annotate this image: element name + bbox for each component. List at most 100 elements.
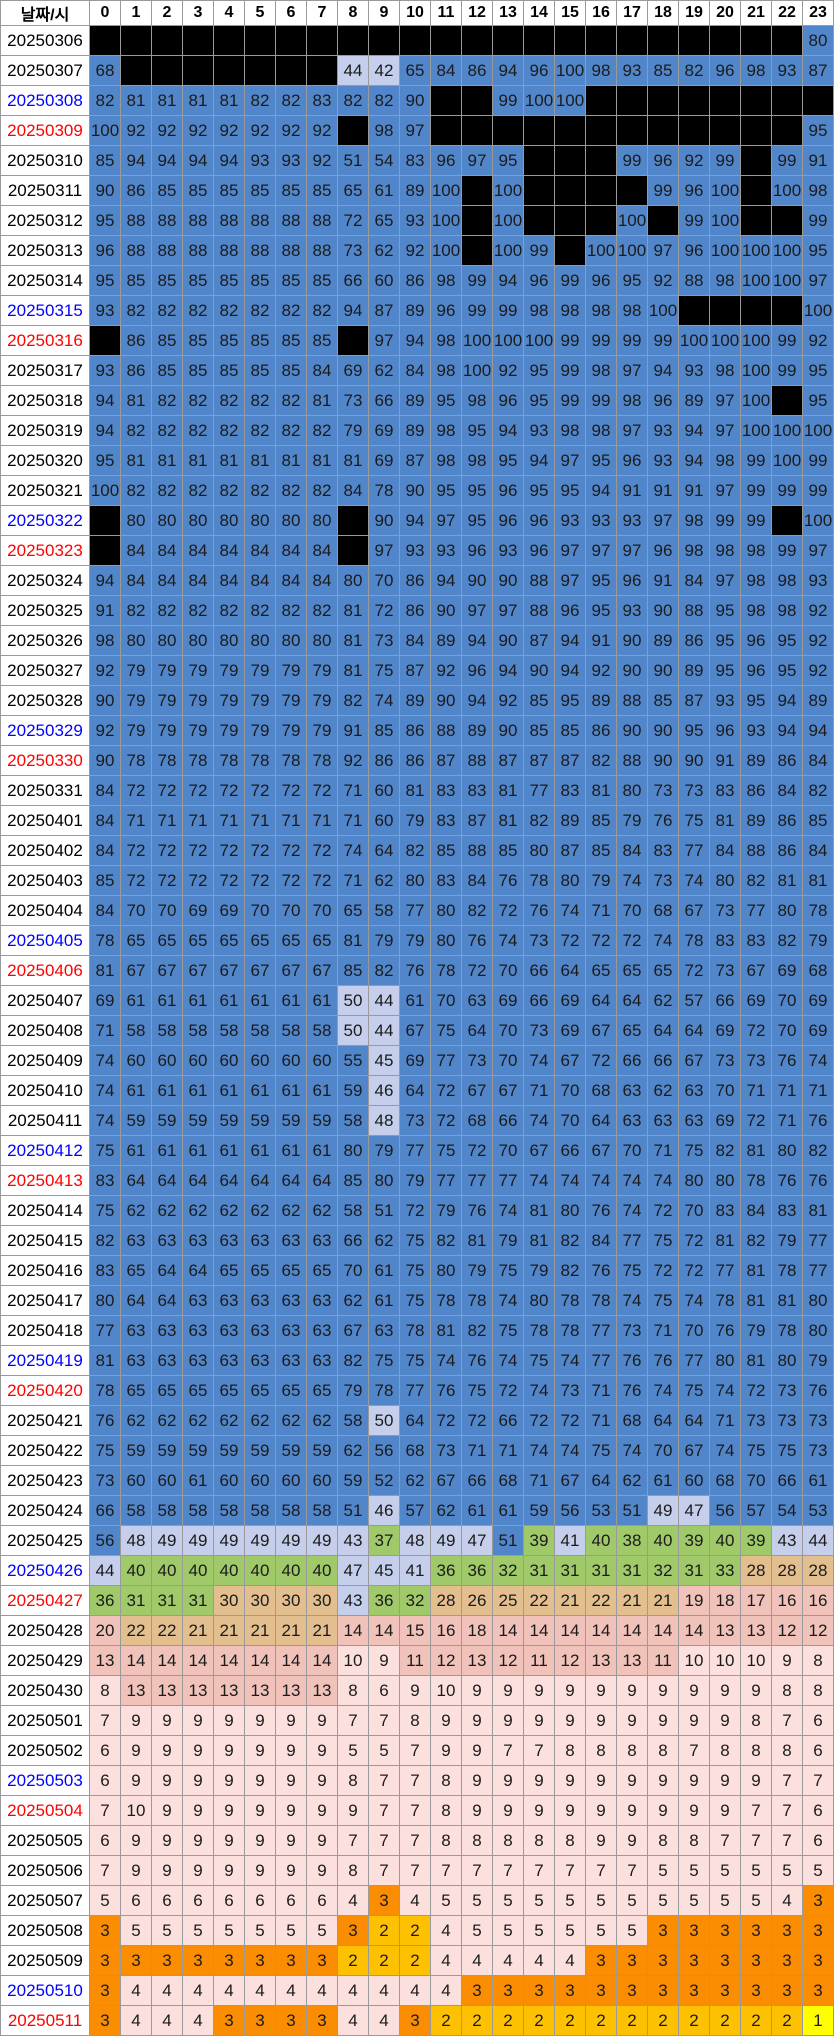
value-cell: 72 (120, 865, 152, 896)
value-cell: 76 (802, 1375, 834, 1406)
value-cell: 82 (275, 385, 307, 416)
value-cell: 80 (709, 1165, 741, 1196)
value-cell: 81 (151, 445, 183, 476)
value-cell: 74 (709, 1435, 741, 1466)
date-cell: 20250316 (0, 325, 90, 356)
value-cell: 31 (151, 1585, 183, 1616)
table-row: 20250410 74 61 61 61 61 61 61 61 59 46 64 72 67 67 71 70… (0, 1075, 834, 1106)
value-cell: 100 (678, 325, 710, 356)
value-cell: 12 (802, 1615, 834, 1646)
value-cell: 91 (709, 745, 741, 776)
value-cell: 94 (89, 385, 121, 416)
table-row: 20250308 82 81 81 81 81 82 82 83 82 82 90 99 100 100 (0, 85, 834, 116)
value-cell: 75 (430, 1015, 462, 1046)
value-cell: 63 (647, 1105, 679, 1136)
value-cell: 94 (151, 145, 183, 176)
value-cell: 79 (337, 415, 369, 446)
value-cell: 88 (120, 205, 152, 236)
table-row: 20250306 80 (0, 25, 834, 56)
value-cell: 85 (244, 175, 276, 206)
value-cell: 80 (771, 1345, 803, 1376)
value-cell: 98 (771, 595, 803, 626)
value-cell: 59 (523, 1495, 555, 1526)
value-cell: 81 (399, 775, 431, 806)
value-cell: 84 (306, 535, 338, 566)
value-cell: 80 (244, 505, 276, 536)
value-cell: 65 (213, 1375, 245, 1406)
table-row: 20250417 80 64 64 63 63 63 63 63 62 61 75 78 78 74 80 78… (0, 1285, 834, 1316)
value-cell: 81 (151, 85, 183, 116)
value-cell: 96 (647, 385, 679, 416)
value-cell: 100 (616, 205, 648, 236)
value-cell: 14 (368, 1615, 400, 1646)
value-cell: 81 (213, 85, 245, 116)
value-cell: 5 (275, 1915, 307, 1946)
value-cell: 14 (151, 1645, 183, 1676)
value-cell: 100 (585, 235, 617, 266)
value-cell: 69 (368, 445, 400, 476)
value-cell: 82 (430, 1225, 462, 1256)
value-cell: 9 (647, 1765, 679, 1796)
value-cell: 60 (275, 1045, 307, 1076)
value-cell: 70 (275, 895, 307, 926)
value-cell: 9 (213, 1705, 245, 1736)
value-cell: 21 (554, 1585, 586, 1616)
value-cell: 12 (771, 1615, 803, 1646)
value-cell: 71 (182, 805, 214, 836)
date-cell: 20250407 (0, 985, 90, 1016)
value-cell: 2 (585, 2005, 617, 2036)
value-cell: 99 (616, 145, 648, 176)
value-cell: 88 (740, 835, 772, 866)
value-cell: 94 (89, 565, 121, 596)
value-cell: 9 (182, 1705, 214, 1736)
table-row: 20250331 84 72 72 72 72 72 72 72 71 60 81 83 83 81 77 83… (0, 775, 834, 806)
value-cell: 5 (740, 1855, 772, 1886)
value-cell: 81 (430, 1315, 462, 1346)
value-cell: 25 (492, 1585, 524, 1616)
value-cell: 9 (678, 1675, 710, 1706)
value-cell: 97 (554, 565, 586, 596)
value-cell: 58 (151, 1015, 183, 1046)
value-cell: 10 (709, 1645, 741, 1676)
missing-cell (771, 25, 803, 56)
value-cell: 85 (275, 355, 307, 386)
value-cell: 70 (678, 1315, 710, 1346)
value-cell: 80 (430, 925, 462, 956)
hour-header: 12 (461, 0, 493, 26)
value-cell: 89 (740, 805, 772, 836)
value-cell: 81 (337, 445, 369, 476)
value-cell: 65 (275, 1375, 307, 1406)
value-cell: 74 (523, 1105, 555, 1136)
value-cell: 92 (306, 145, 338, 176)
table-row: 20250312 95 88 88 88 88 88 88 88 72 65 93 100 100 100 9… (0, 205, 834, 236)
value-cell: 9 (368, 1645, 400, 1676)
value-cell: 89 (399, 685, 431, 716)
date-cell: 20250509 (0, 1945, 90, 1976)
value-cell: 9 (616, 1825, 648, 1856)
value-cell: 7 (430, 1855, 462, 1886)
value-cell: 89 (399, 175, 431, 206)
value-cell: 61 (213, 985, 245, 1016)
value-cell: 67 (585, 1015, 617, 1046)
value-cell: 98 (523, 295, 555, 326)
value-cell: 60 (306, 1045, 338, 1076)
value-cell: 78 (399, 1315, 431, 1346)
missing-cell (709, 25, 741, 56)
value-cell: 75 (647, 1225, 679, 1256)
value-cell: 9 (306, 1705, 338, 1736)
value-cell: 94 (492, 55, 524, 86)
value-cell: 5 (492, 1885, 524, 1916)
header-row: 날짜/시 0 1 2 3 4 5 6 7 8 9 10 11 12 13 14 15 16 17 18 19 20 21 2… (0, 0, 834, 26)
value-cell: 72 (213, 775, 245, 806)
value-cell: 81 (492, 775, 524, 806)
value-cell: 3 (306, 1945, 338, 1976)
value-cell: 48 (368, 1105, 400, 1136)
missing-cell (740, 295, 772, 326)
value-cell: 87 (523, 745, 555, 776)
value-cell: 5 (492, 1915, 524, 1946)
value-cell: 73 (554, 1375, 586, 1406)
value-cell: 3 (678, 1945, 710, 1976)
value-cell: 82 (678, 55, 710, 86)
table-row: 20250406 81 67 67 67 67 67 67 67 85 82 76 78 72 70 66 64… (0, 955, 834, 986)
value-cell: 73 (337, 235, 369, 266)
